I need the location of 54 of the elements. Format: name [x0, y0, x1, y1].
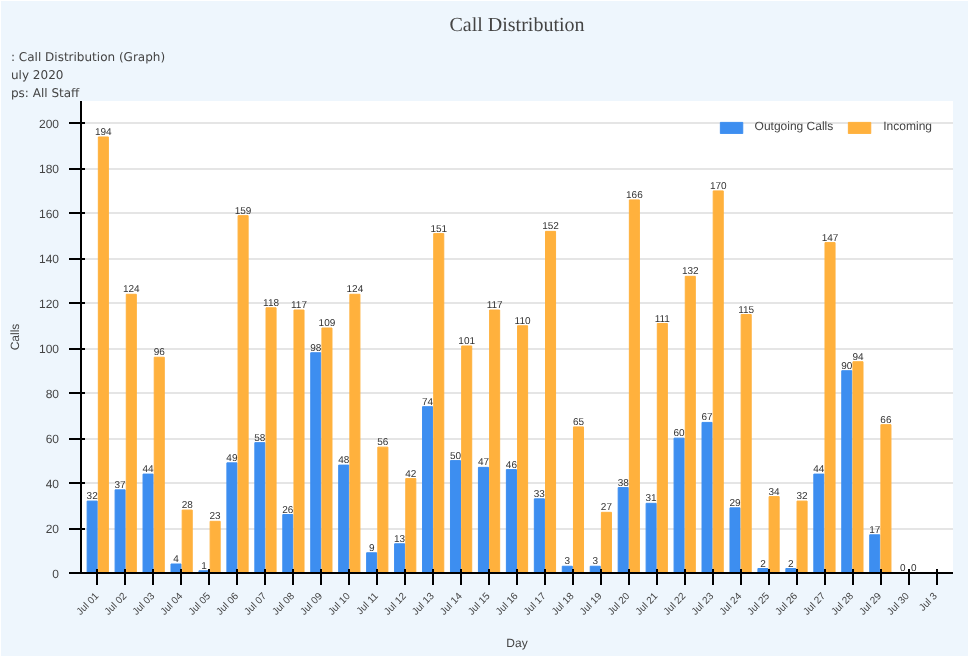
bar: [869, 534, 881, 573]
bar: [254, 442, 266, 573]
bar: [142, 473, 154, 573]
bar: [545, 230, 557, 573]
bar: [153, 356, 165, 573]
bar: [449, 460, 462, 573]
bar: [489, 309, 501, 573]
bar: [310, 352, 322, 573]
bar: [740, 314, 752, 573]
bar: [600, 511, 612, 573]
bar: [349, 293, 361, 573]
bar: [477, 466, 489, 573]
bar: [226, 462, 238, 573]
bar: [517, 325, 529, 573]
bar: [282, 514, 294, 573]
bar: [645, 502, 657, 573]
bar: [461, 345, 473, 573]
bar: [880, 424, 892, 573]
bar: [366, 552, 378, 573]
bar: [841, 370, 853, 573]
bar: [628, 199, 640, 573]
bar: [712, 190, 724, 573]
bar: [505, 469, 517, 573]
bar: [813, 473, 825, 573]
bar: [125, 293, 137, 573]
bar: [338, 464, 350, 573]
bar: [97, 136, 109, 573]
bar: [405, 478, 417, 573]
bar: [768, 496, 780, 573]
bar: [181, 509, 193, 573]
bar: [533, 498, 545, 573]
bar: [377, 446, 389, 573]
bar: [796, 500, 808, 573]
bar: [422, 406, 434, 573]
bar: [394, 543, 406, 573]
bar: [321, 327, 333, 573]
bar: [852, 361, 864, 573]
bar: [729, 507, 741, 573]
bar: [293, 309, 305, 573]
bar: [617, 487, 629, 573]
bar: [265, 307, 277, 573]
bar: [237, 215, 249, 573]
bar: [701, 421, 713, 573]
bar: [656, 323, 668, 573]
bar: [170, 563, 182, 573]
bar: [684, 275, 696, 573]
chart-title: Call Distribution: [449, 15, 585, 37]
bar: [114, 489, 126, 573]
bar: [209, 520, 221, 573]
bar: [86, 500, 98, 573]
bar: [673, 437, 685, 573]
bar: [433, 233, 445, 573]
bar: [824, 242, 836, 573]
bar: [572, 426, 585, 573]
